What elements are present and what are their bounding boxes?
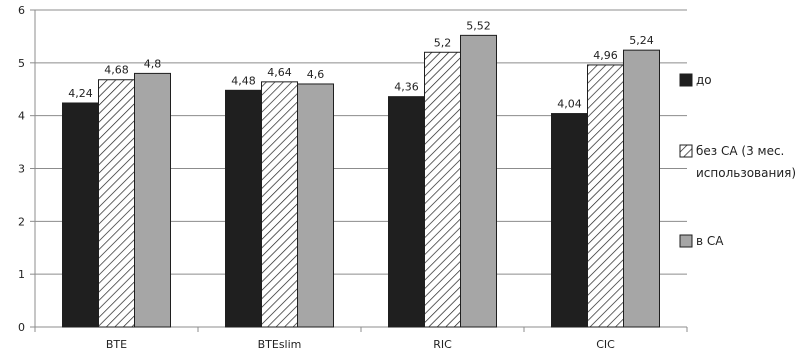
y-tick-label: 2: [18, 215, 25, 228]
data-label: 5,52: [466, 19, 491, 32]
y-tick-label: 1: [18, 268, 25, 281]
x-tick-label: BTE: [106, 338, 127, 351]
bars: [62, 34, 660, 328]
bar: [388, 96, 425, 328]
legend-swatch: [679, 144, 693, 158]
x-tick-label: RIC: [433, 338, 452, 351]
y-tick-label: 3: [18, 163, 25, 176]
legend-label: без СА (3 мес.: [696, 144, 784, 158]
bar: [134, 72, 171, 328]
bar: [551, 113, 588, 328]
bar: [98, 79, 135, 328]
bar: [460, 34, 497, 328]
legend-swatch: [679, 73, 693, 87]
y-tick-label: 6: [18, 4, 25, 17]
bar: [261, 81, 298, 328]
y-tick-label: 5: [18, 57, 25, 70]
y-tick-label: 4: [18, 110, 25, 123]
data-label: 5,24: [629, 34, 654, 47]
bar: [587, 64, 624, 328]
data-label: 4,64: [267, 66, 292, 79]
data-label: 4,24: [68, 87, 93, 100]
bar: [297, 83, 334, 328]
legend: до без СА (3 мес. использования) в СА: [679, 73, 796, 248]
bar: [424, 51, 461, 328]
legend-label: в СА: [696, 234, 724, 248]
bar: [225, 89, 262, 328]
data-label: 4,04: [557, 98, 582, 111]
data-label: 5,2: [434, 36, 452, 49]
data-label: 4,6: [307, 68, 325, 81]
data-label: 4,36: [394, 81, 419, 94]
bar: [623, 49, 660, 328]
data-label: 4,8: [144, 57, 162, 70]
legend-label: использования): [696, 166, 796, 180]
data-label: 4,96: [593, 49, 618, 62]
legend-swatch: [679, 234, 693, 248]
data-label: 4,68: [104, 64, 129, 77]
x-tick-label: CIC: [596, 338, 615, 351]
x-tick-label: BTEslim: [258, 338, 302, 351]
data-labels: 4,24 4,68 4,8 4,48 4,64 4,6 4,36 5,2 5,52 4,04 4,9…: [68, 19, 654, 110]
y-tick-label: 0: [18, 321, 25, 334]
legend-label: до: [696, 73, 712, 87]
data-label: 4,48: [231, 74, 256, 87]
bar: [62, 102, 99, 328]
